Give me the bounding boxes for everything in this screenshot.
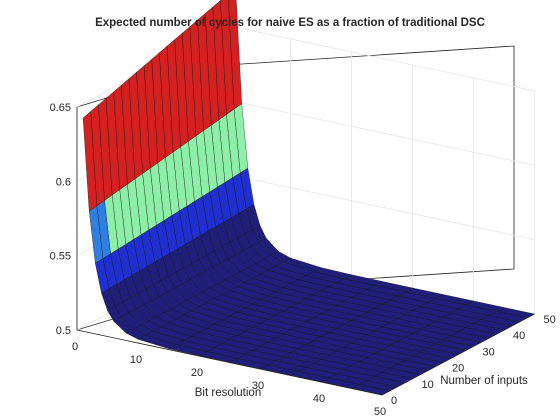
z-tick-label: 0.5 — [56, 325, 71, 337]
surface — [82, 0, 536, 396]
axes — [76, 106, 535, 396]
x-tick-label: 40 — [313, 393, 325, 405]
y-axis-label: Number of inputs — [440, 375, 528, 387]
x-tick-label: 0 — [72, 341, 78, 353]
z-tick-label: 0.55 — [50, 251, 71, 263]
x-axis-line — [76, 329, 383, 396]
z-tick-label: 0.65 — [50, 102, 71, 114]
y-tick-label: 50 — [544, 314, 556, 326]
x-tick-label: 10 — [130, 354, 142, 366]
y-tick-label: 10 — [422, 379, 434, 391]
y-tick-label: 0 — [391, 395, 397, 407]
y-tick-label: 40 — [513, 330, 525, 342]
x-tick-label: 50 — [374, 406, 386, 418]
tick-labels: 0 10 20 30 40 50 0 10 20 30 40 50 0.5 0.55 0.6 0.65 — [50, 102, 556, 418]
z-tick-label: 0.6 — [56, 176, 71, 188]
chart-title: Expected number of cycles for naive ES a… — [95, 17, 485, 29]
x-tick-label: 30 — [252, 380, 264, 392]
y-tick-label: 20 — [452, 363, 464, 375]
x-axis-label: Bit resolution — [195, 387, 261, 399]
x-tick-label: 20 — [191, 367, 203, 379]
surface-patch — [82, 111, 98, 212]
y-axis-line — [381, 313, 535, 396]
y-tick-label: 30 — [483, 346, 495, 358]
